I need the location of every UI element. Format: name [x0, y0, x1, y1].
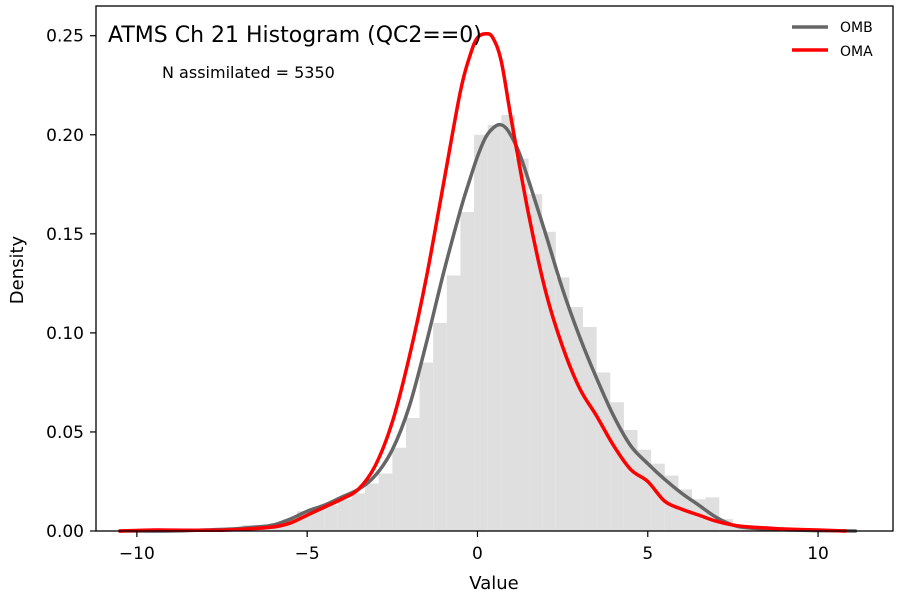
legend-omb-label: OMB — [840, 20, 873, 36]
y-tick-label: 0.10 — [46, 324, 84, 344]
histogram-bar — [446, 275, 461, 531]
histogram-bar — [514, 158, 529, 531]
x-axis-label: Value — [469, 573, 518, 594]
x-tick-label: −5 — [295, 544, 320, 564]
histogram-bar — [351, 493, 366, 531]
histogram-bar — [596, 372, 611, 531]
histogram-bar — [474, 134, 488, 531]
density-curves — [118, 31, 858, 533]
histogram-bar — [392, 447, 406, 531]
x-tick-label: −10 — [119, 544, 155, 564]
y-tick-label: 0.05 — [46, 423, 84, 443]
y-tick-label: 0.15 — [46, 225, 84, 245]
histogram-bar — [365, 483, 379, 531]
n-assimilated-annotation: N assimilated = 5350 — [162, 63, 335, 82]
y-axis-label: Density — [7, 235, 28, 304]
histogram-bars — [228, 114, 761, 532]
histogram-bar — [569, 307, 584, 531]
legend-oma-label: OMA — [840, 44, 873, 60]
plot-frame — [95, 5, 894, 532]
histogram-bar — [583, 326, 597, 531]
histogram-bar — [555, 277, 570, 531]
legend: OMB OMA — [792, 20, 873, 60]
y-tick-label: 0.00 — [46, 522, 84, 542]
histogram-bar — [487, 124, 502, 532]
series-line-oma — [118, 31, 848, 533]
histogram-bar — [501, 114, 515, 531]
histogram-bar — [433, 322, 447, 531]
y-axis-ticks: 0.00 0.05 0.10 0.15 0.20 0.25 — [46, 27, 96, 542]
histogram-bar — [324, 505, 338, 531]
series-line-omb — [118, 122, 858, 533]
histogram-bar — [528, 194, 543, 531]
histogram-bar — [378, 473, 393, 531]
y-tick-label: 0.20 — [46, 126, 84, 146]
histogram-bar — [542, 231, 556, 531]
x-tick-label: 5 — [642, 544, 653, 564]
histogram-bar — [460, 212, 475, 532]
chart-title: ATMS Ch 21 Histogram (QC2==0) — [108, 23, 482, 48]
histogram-bar — [405, 418, 420, 531]
x-tick-label: 0 — [472, 544, 483, 564]
histogram-bar — [337, 499, 352, 531]
x-tick-label: 10 — [807, 544, 829, 564]
histogram-bar — [651, 463, 665, 531]
y-tick-label: 0.25 — [46, 27, 84, 47]
histogram-bar — [637, 449, 652, 531]
histogram-bar — [310, 509, 325, 531]
histogram-bar — [610, 402, 624, 531]
histogram-bar — [419, 362, 434, 531]
histogram-bar — [623, 429, 638, 531]
x-axis-ticks: −10 −5 0 5 10 — [119, 531, 829, 564]
histogram-bar — [283, 519, 297, 531]
